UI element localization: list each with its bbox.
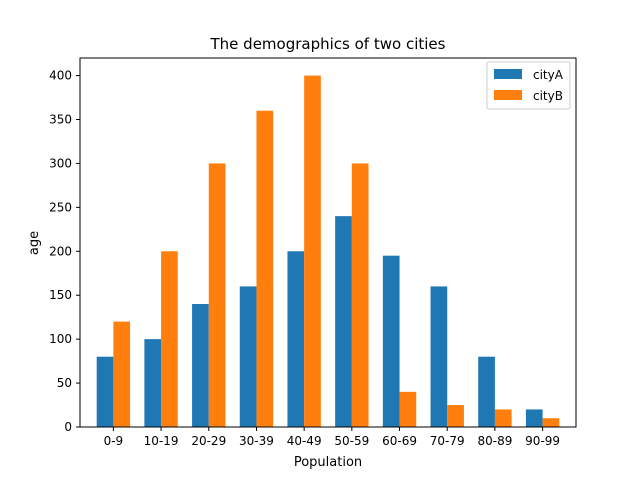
bar-cityb-60-69	[399, 391, 417, 427]
bar-cityb-30-39	[256, 110, 274, 427]
bar-cityb-20-29	[208, 163, 226, 427]
legend: cityA cityB	[486, 61, 571, 110]
y-tick-label-400: 400	[49, 69, 72, 83]
bar-citya-30-39	[239, 286, 257, 427]
y-tick-label-250: 250	[49, 200, 72, 214]
bar-citya-90-99	[525, 409, 543, 427]
bar-citya-40-49	[287, 251, 305, 427]
bar-citya-20-29	[192, 304, 209, 427]
legend-swatch-citya	[494, 69, 522, 79]
y-tick-label-300: 300	[49, 156, 72, 170]
y-tick-label-50: 50	[57, 376, 72, 390]
x-tick-label-60-69: 60-69	[382, 434, 417, 448]
bar-cityb-10-19	[161, 251, 178, 427]
x-tick-label-0-9: 0-9	[104, 434, 124, 448]
y-tick-label-350: 350	[49, 113, 72, 127]
x-tick-label-10-19: 10-19	[144, 434, 179, 448]
y-tick-label-100: 100	[49, 332, 72, 346]
chart-title: The demographics of two cities	[210, 35, 446, 53]
bar-cityb-0-9	[113, 321, 131, 427]
bar-citya-70-79	[430, 286, 448, 427]
bar-cityb-80-89	[494, 409, 512, 427]
x-tick-label-50-59: 50-59	[334, 434, 369, 448]
bar-cityb-70-79	[447, 405, 464, 427]
y-axis-label: age	[27, 231, 42, 255]
y-tick-label-200: 200	[49, 244, 72, 258]
legend-swatch-cityb	[494, 90, 522, 100]
x-tick-label-80-89: 80-89	[477, 434, 512, 448]
bar-cityb-90-99	[542, 418, 560, 427]
x-tick-label-70-79: 70-79	[430, 434, 465, 448]
bar-citya-50-59	[335, 216, 352, 427]
bar-cityb-50-59	[351, 163, 369, 427]
x-tick-label-90-99: 90-99	[525, 434, 560, 448]
bar-cityb-40-49	[304, 75, 321, 428]
plot-area: 0-9 10-19 20-29 30-39 40-49 50-59 60-69 70-79 80…	[49, 57, 577, 448]
x-tick-label-20-29: 20-29	[191, 434, 226, 448]
bar-citya-0-9	[96, 356, 114, 427]
bar-citya-60-69	[382, 255, 400, 427]
x-tick-label-40-49: 40-49	[287, 434, 322, 448]
x-tick-label-30-39: 30-39	[239, 434, 274, 448]
legend-label-cityb: cityB	[533, 89, 563, 103]
y-tick-label-0: 0	[64, 420, 72, 434]
legend-label-citya: cityA	[533, 68, 564, 82]
axes-frame	[79, 57, 577, 428]
x-axis-label: Population	[294, 455, 362, 470]
y-tick-label-150: 150	[49, 288, 72, 302]
bar-citya-80-89	[478, 356, 495, 427]
bar-citya-10-19	[144, 339, 162, 427]
